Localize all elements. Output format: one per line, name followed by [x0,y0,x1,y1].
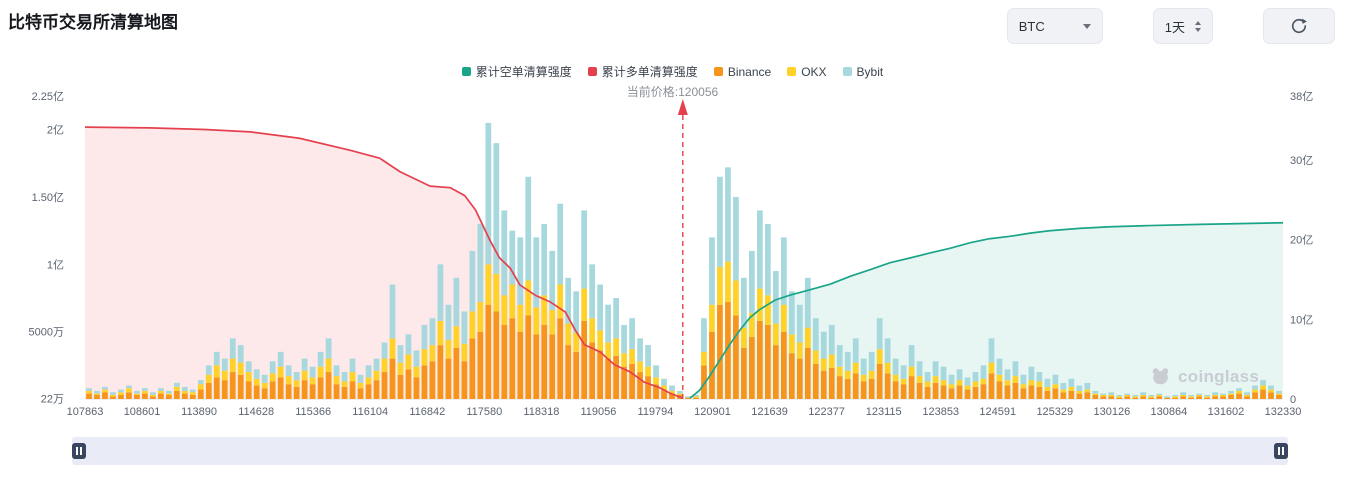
legend-swatch [461,67,471,76]
refresh-icon [1291,18,1307,34]
chevron-down-icon [1082,23,1091,29]
svg-text:30亿: 30亿 [1290,154,1313,167]
svg-text:120901: 120901 [694,406,731,418]
legend-item-bybit[interactable]: Bybit [842,63,884,80]
svg-text:116104: 116104 [352,406,388,418]
svg-text:2亿: 2亿 [47,124,64,137]
legend: 累计空单清算强度 累计多单清算强度 Binance OKX Bybit [0,63,1345,80]
svg-text:22万: 22万 [41,394,64,406]
slider-handle-left[interactable] [72,443,86,459]
stepper-icons [1195,20,1201,32]
svg-text:5000万: 5000万 [29,327,64,339]
svg-text:116842: 116842 [409,406,445,418]
svg-text:0: 0 [1290,394,1296,406]
chevron-up-icon [1195,20,1201,25]
legend-swatch [587,67,597,76]
svg-text:2.25亿: 2.25亿 [32,90,64,103]
svg-text:108601: 108601 [124,406,161,418]
svg-text:118318: 118318 [523,406,559,418]
svg-text:123115: 123115 [866,406,902,418]
legend-swatch [787,67,797,76]
current-price-label: 当前价格:120056 [626,85,719,99]
toolbar: BTC 1天 [1006,8,1335,44]
svg-text:119056: 119056 [580,406,616,418]
liquidation-chart[interactable]: 22万 5000万 1亿 1.50亿 2亿 2.25亿 0 10亿 20亿 30亿 38亿 10786… [0,0,1345,430]
pause-icon [76,447,78,455]
svg-text:130864: 130864 [1151,406,1188,418]
coinglass-watermark: coinglass [1150,366,1259,387]
legend-label: 累计空单清算强度 [475,65,572,79]
svg-text:1.50亿: 1.50亿 [32,191,64,204]
svg-text:114628: 114628 [238,406,274,418]
legend-item-binance[interactable]: Binance [713,63,772,80]
pause-icon [1278,447,1280,455]
legend-item-long-liquidation[interactable]: 累计多单清算强度 [587,63,698,80]
svg-text:20亿: 20亿 [1290,234,1313,247]
legend-label: Binance [727,64,772,79]
legend-label: OKX [801,64,827,79]
svg-text:1亿: 1亿 [47,258,64,271]
svg-text:122377: 122377 [808,406,845,418]
range-slider-track[interactable] [72,437,1288,465]
svg-text:125329: 125329 [1036,406,1073,418]
svg-text:124591: 124591 [979,406,1016,418]
svg-text:117580: 117580 [466,406,502,418]
svg-text:119794: 119794 [638,406,674,418]
svg-text:107863: 107863 [67,406,104,418]
svg-text:38亿: 38亿 [1290,90,1313,103]
svg-text:130126: 130126 [1093,406,1130,418]
slider-handle-right[interactable] [1274,443,1288,459]
legend-item-short-liquidation[interactable]: 累计空单清算强度 [461,63,572,80]
pause-icon [1282,447,1284,455]
legend-swatch [842,67,852,76]
svg-text:131602: 131602 [1208,406,1245,418]
legend-item-okx[interactable]: OKX [787,63,827,80]
svg-text:115366: 115366 [295,406,331,418]
legend-label: 累计多单清算强度 [601,65,698,79]
page-title: 比特币交易所清算地图 [8,13,178,32]
svg-text:132330: 132330 [1265,406,1302,418]
svg-text:10亿: 10亿 [1290,313,1313,326]
bear-logo-icon [1152,368,1169,385]
symbol-select-value: BTC [1018,18,1045,34]
interval-select[interactable]: 1天 [1152,8,1213,44]
svg-text:121639: 121639 [751,406,788,418]
legend-swatch [713,67,723,76]
chevron-down-icon [1195,27,1201,32]
interval-select-value: 1天 [1164,19,1185,35]
symbol-select[interactable]: BTC [1006,8,1103,44]
svg-text:113890: 113890 [181,406,217,418]
refresh-button[interactable] [1263,8,1335,44]
watermark-text: coinglass [1178,366,1260,386]
legend-label: Bybit [856,64,884,79]
pause-icon [80,447,82,455]
svg-text:123853: 123853 [922,406,959,418]
